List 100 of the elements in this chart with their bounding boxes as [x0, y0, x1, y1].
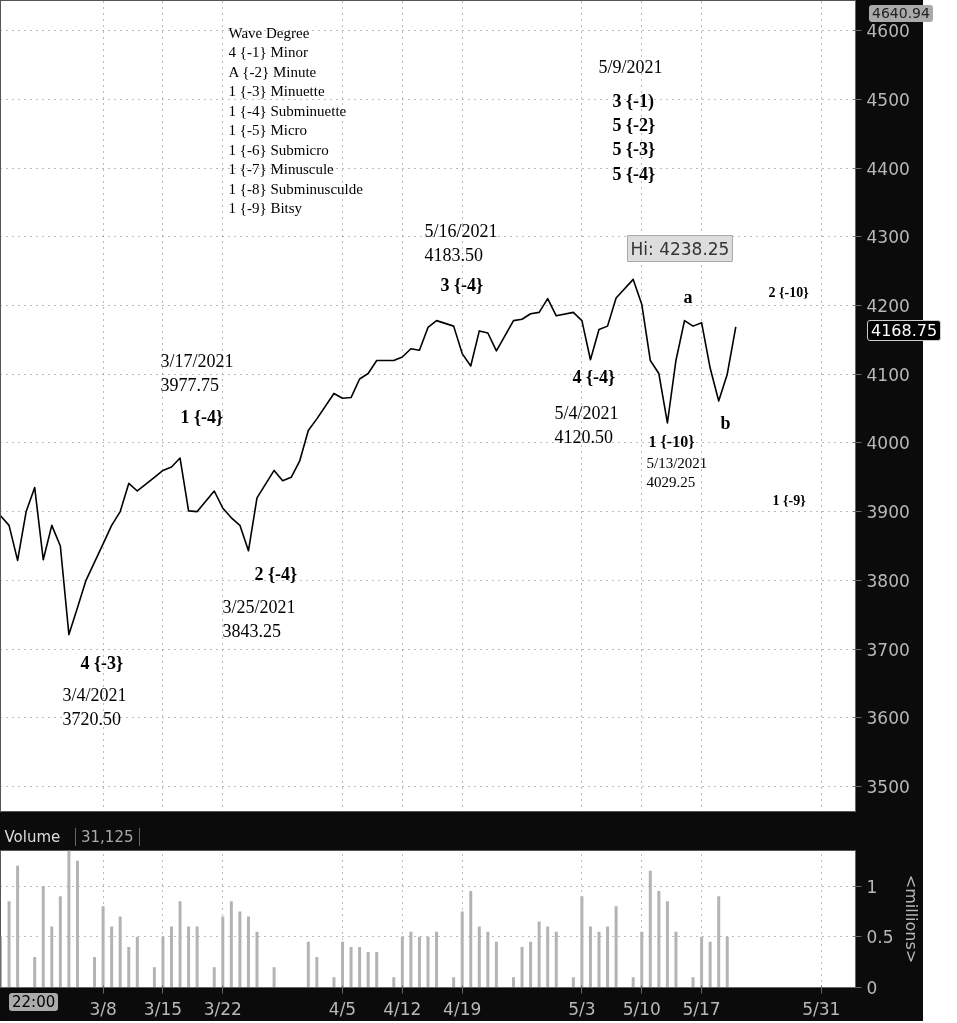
annotation: 3/4/2021 3720.50 — [62, 684, 127, 729]
bar — [229, 901, 233, 988]
bar — [417, 936, 421, 988]
annotation: 5/4/2021 4120.50 — [554, 402, 619, 447]
x-tick-label: 3/8 — [89, 998, 117, 1019]
bar — [195, 926, 199, 988]
x-tick-label: 5/10 — [622, 998, 661, 1019]
bar — [135, 936, 139, 988]
bar — [674, 931, 678, 988]
bar — [708, 941, 712, 988]
bar — [554, 931, 558, 988]
x-tick-label: 3/22 — [203, 998, 242, 1019]
annotation: 3/25/2021 3843.25 — [222, 596, 296, 641]
annotation: 3 {-1) 5 {-2} 5 {-3} 5 {-4} — [612, 90, 656, 184]
bar — [580, 896, 584, 988]
y-tick-label: 0 — [866, 978, 878, 998]
y-tick-label: 3800 — [866, 570, 910, 591]
y-tick-label: 3500 — [866, 776, 910, 797]
bar — [375, 951, 379, 988]
text: Wave Degree 4 {-1} Minor A {-2} Minute 1 {-3} Minuette 1 {-4} Subminuette 1 {-5} Micro 1 {-6} Submicro 1 {-7} Minuscule 1 {-8} Subminusculde 1 {-9} Bitsy — [228, 24, 363, 217]
bar — [41, 886, 45, 988]
annotation: 2 {-10} — [768, 284, 810, 300]
bar — [546, 926, 550, 988]
bar — [127, 946, 131, 988]
bar — [349, 946, 353, 988]
text: 31,125 — [75, 828, 140, 846]
annotation: 1 {-4} — [180, 406, 224, 427]
bar — [366, 951, 370, 988]
annotation: 4 {-4} — [572, 366, 616, 387]
y-tick-label: 4500 — [866, 89, 910, 110]
y-tick-label: 0.5 — [866, 927, 894, 948]
bar — [460, 911, 464, 988]
x-tick-label: 3/15 — [143, 998, 183, 1019]
bar — [101, 906, 105, 988]
bar — [110, 926, 114, 988]
annotation: 3 {-4} — [440, 274, 484, 295]
annotation: 5/13/2021 4029.25 — [646, 454, 708, 491]
bar — [93, 957, 97, 988]
x-tick-label: 5/3 — [568, 998, 596, 1019]
annotation: Hi: 4238.25 — [630, 238, 730, 259]
bar — [409, 931, 413, 988]
bar — [588, 926, 592, 988]
x-tick-label: 4/19 — [443, 998, 482, 1019]
chart-title: Volume — [4, 827, 61, 846]
annotation: 5/9/2021 — [598, 56, 663, 77]
bar — [272, 967, 276, 988]
y-axis-title: <millions> — [901, 874, 921, 964]
bar — [58, 896, 62, 988]
bar — [648, 870, 652, 988]
annotation: 4 {-3} — [80, 652, 124, 673]
annotation: 1 {-10} — [648, 432, 695, 450]
bar — [75, 860, 79, 988]
text: 4640.94 — [869, 5, 933, 22]
bar — [246, 916, 250, 988]
bar — [725, 936, 729, 988]
bar — [477, 926, 481, 988]
bar — [657, 891, 661, 988]
annotation: a — [683, 286, 693, 307]
bar — [118, 916, 122, 988]
bar — [529, 941, 533, 988]
bar — [212, 967, 216, 988]
bar — [571, 977, 575, 988]
y-tick-label: 3600 — [866, 708, 910, 729]
bar — [640, 931, 644, 988]
bar — [537, 921, 541, 988]
bar — [691, 977, 695, 988]
bar — [67, 850, 71, 988]
x-tick-label: 4/5 — [328, 998, 357, 1019]
annotation: b — [720, 412, 731, 433]
bar — [700, 936, 704, 988]
bar — [512, 977, 515, 988]
bar — [161, 936, 165, 988]
bar — [665, 901, 669, 988]
y-tick-label: 4000 — [866, 433, 910, 454]
text: 22:00 — [9, 993, 59, 1011]
bar — [400, 936, 404, 988]
bar — [452, 977, 456, 988]
annotation: 1 {-9} — [772, 492, 807, 508]
bar — [315, 957, 319, 988]
bar — [187, 926, 191, 988]
bar — [494, 941, 498, 988]
annotation: 3/17/2021 3977.75 — [160, 350, 234, 395]
bar — [717, 896, 721, 988]
y-tick-label: 3900 — [866, 502, 910, 523]
bar — [614, 906, 618, 988]
bar — [358, 946, 362, 988]
bar — [152, 967, 156, 988]
bar — [392, 977, 396, 988]
y-tick-label: 4100 — [866, 364, 910, 385]
bar — [631, 977, 635, 988]
bar — [520, 946, 524, 988]
y-tick-label: 3700 — [866, 639, 910, 660]
bar — [486, 931, 490, 988]
bar — [50, 926, 54, 988]
bar — [170, 926, 173, 988]
bar — [332, 977, 336, 988]
y-tick-label: 4200 — [866, 296, 910, 317]
annotation: 5/16/2021 4183.50 — [424, 220, 498, 265]
bar — [238, 911, 242, 988]
annotation: 2 {-4} — [254, 563, 298, 584]
